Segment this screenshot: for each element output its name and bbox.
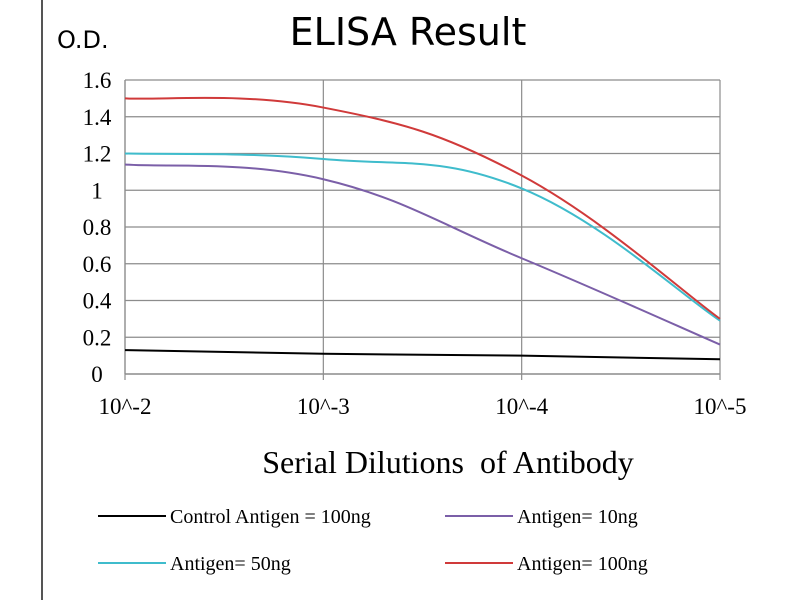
x-tick-label: 10^-3 bbox=[297, 394, 350, 419]
series-line-1 bbox=[124, 349, 721, 361]
legend-item: Control Antigen = 100ng bbox=[98, 506, 371, 528]
legend-label: Control Antigen = 100ng bbox=[170, 506, 371, 528]
y-tick-label: 1 bbox=[91, 178, 103, 203]
legend-item: Antigen= 10ng bbox=[445, 506, 638, 528]
y-tick-label: 0.6 bbox=[83, 252, 112, 277]
y-tick-label: 1.2 bbox=[83, 142, 112, 167]
series-line-4 bbox=[124, 96, 721, 320]
chart-title: ELISA Result bbox=[290, 10, 527, 54]
y-tick-label: 0 bbox=[91, 362, 103, 387]
legend-item: Antigen= 100ng bbox=[445, 553, 648, 575]
series-lines bbox=[124, 96, 721, 361]
legend: Control Antigen = 100ng Antigen= 10ng Anti… bbox=[98, 506, 648, 575]
axes bbox=[124, 80, 720, 375]
gridlines bbox=[124, 79, 721, 380]
x-tick-labels: 10^-2 10^-3 10^-4 10^-5 bbox=[99, 394, 747, 419]
legend-item: Antigen= 50ng bbox=[98, 553, 291, 575]
y-tick-label: 1.4 bbox=[83, 105, 112, 130]
y-tick-labels: 0 0.2 0.4 0.6 0.8 1 1.2 1.4 1.6 bbox=[83, 68, 112, 387]
y-axis-label: O.D. bbox=[57, 26, 109, 54]
legend-label: Antigen= 100ng bbox=[517, 553, 648, 575]
y-tick-label: 0.4 bbox=[83, 289, 112, 314]
x-tick-label: 10^-4 bbox=[495, 394, 548, 419]
series-line-2 bbox=[124, 163, 721, 346]
x-axis-label: Serial Dilutions of Antibody bbox=[262, 444, 634, 480]
legend-label: Antigen= 50ng bbox=[170, 553, 291, 575]
x-tick-label: 10^-5 bbox=[694, 394, 747, 419]
x-tick-label: 10^-2 bbox=[99, 394, 152, 419]
series-line-3 bbox=[124, 152, 721, 322]
y-tick-label: 0.2 bbox=[83, 325, 112, 350]
y-tick-label: 1.6 bbox=[83, 68, 112, 93]
y-tick-label: 0.8 bbox=[83, 215, 112, 240]
legend-label: Antigen= 10ng bbox=[517, 506, 638, 528]
